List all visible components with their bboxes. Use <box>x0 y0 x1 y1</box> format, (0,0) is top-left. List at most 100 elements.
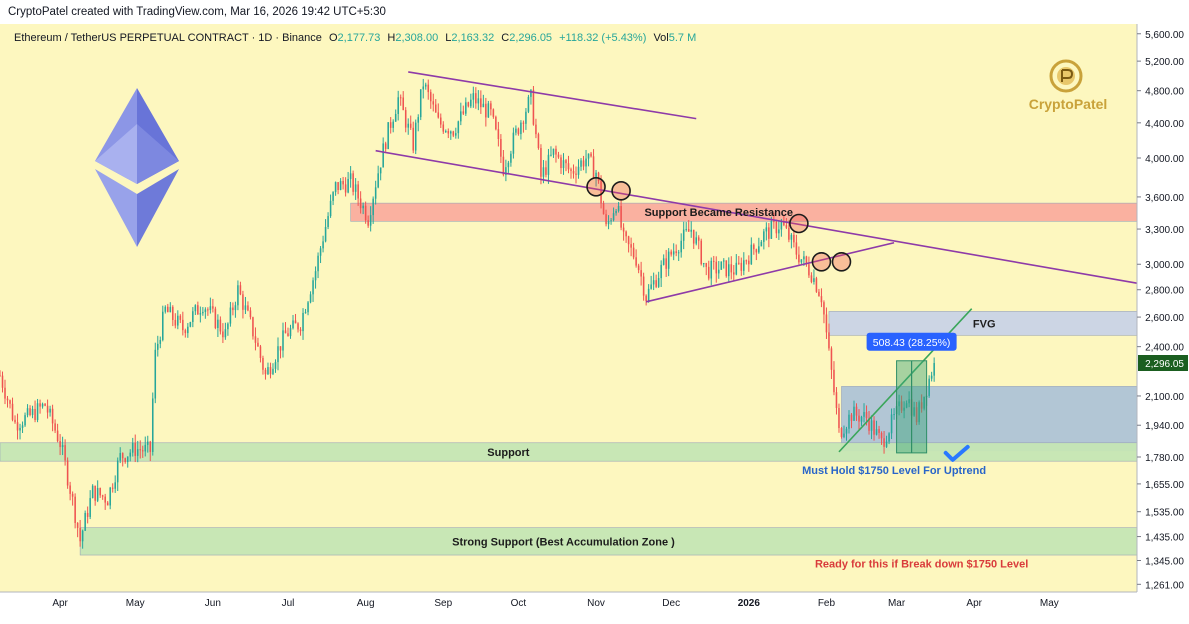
candle-down <box>665 258 667 269</box>
candle-up <box>302 312 304 332</box>
price-axis-background <box>1137 24 1189 624</box>
candle-down <box>537 134 540 149</box>
candle-up <box>372 198 374 216</box>
candle-down <box>242 294 244 310</box>
candle-up <box>550 154 552 156</box>
x-tick-label: Apr <box>966 598 982 609</box>
price-chart[interactable]: 508.43 (28.25%) Support Became Resistance… <box>0 24 1189 624</box>
candle-up <box>765 227 768 232</box>
candle-up <box>362 205 364 209</box>
candles-layer <box>0 78 935 549</box>
candle-up <box>304 312 307 314</box>
candle-down <box>575 173 577 175</box>
candle-down <box>878 429 880 433</box>
candle-down <box>1 375 4 388</box>
candle-down <box>442 124 445 132</box>
y-tick-label: 4,800.00 <box>1145 87 1184 98</box>
breakdown-annotation: Ready for this if Break down $1750 Level <box>815 558 1028 570</box>
time-axis-background <box>0 592 1189 624</box>
y-tick-label: 1,261.00 <box>1145 580 1184 591</box>
candle-up <box>202 311 204 314</box>
candle-down <box>214 308 217 328</box>
candle-up <box>562 160 565 169</box>
candle-up <box>407 123 409 128</box>
candle-down <box>655 280 657 287</box>
candle-up <box>552 148 555 155</box>
candle-down <box>783 221 785 226</box>
candle-down <box>264 369 267 375</box>
candle-up <box>913 407 915 416</box>
candle-up <box>327 216 329 227</box>
candle-down <box>497 129 500 139</box>
candle-down <box>740 262 743 271</box>
uptrend-annotation: Must Hold $1750 Level For Uptrend <box>802 465 986 477</box>
candle-down <box>828 332 830 349</box>
candle-up <box>515 128 517 133</box>
candle-up <box>199 313 202 315</box>
candle-up <box>845 428 848 434</box>
candle-down <box>900 401 903 411</box>
candle-up <box>354 184 357 192</box>
candle-down <box>838 407 840 429</box>
candle-up <box>417 117 420 123</box>
candle-up <box>292 320 294 329</box>
candle-up <box>685 229 687 231</box>
candle-down <box>294 320 297 324</box>
candle-down <box>805 256 808 265</box>
high-value: 2,308.00 <box>395 32 438 44</box>
candle-down <box>840 428 843 437</box>
candle-up <box>194 305 197 312</box>
candle-down <box>535 124 537 135</box>
y-tick-label: 3,300.00 <box>1145 225 1184 236</box>
candle-up <box>672 251 675 255</box>
candle-down <box>299 329 302 332</box>
candle-down <box>101 495 104 497</box>
trendline <box>408 71 697 120</box>
candle-up <box>660 264 662 279</box>
candle-down <box>212 306 214 309</box>
x-tick-label: Dec <box>662 598 680 609</box>
candle-up <box>21 425 24 428</box>
candle-up <box>267 367 269 375</box>
candle-down <box>427 84 430 93</box>
candle-down <box>357 184 359 199</box>
candle-up <box>81 530 84 542</box>
range-zone <box>841 386 1138 452</box>
close-label: C <box>501 32 509 44</box>
candle-down <box>730 264 733 273</box>
y-tick-label: 5,600.00 <box>1145 30 1184 41</box>
candle-down <box>172 306 174 320</box>
candle-up <box>577 166 580 175</box>
candle-down <box>34 408 36 420</box>
candle-up <box>690 229 692 232</box>
candle-up <box>695 237 698 244</box>
candle-up <box>31 408 34 415</box>
candle-down <box>850 414 853 421</box>
candle-up <box>893 414 895 416</box>
candle-down <box>715 261 718 274</box>
candle-up <box>26 408 29 416</box>
candle-up <box>610 220 612 222</box>
plot-background[interactable] <box>0 24 1137 592</box>
candle-down <box>6 398 9 401</box>
x-tick-label: Nov <box>587 598 605 609</box>
candle-up <box>272 368 274 375</box>
candle-up <box>307 302 309 313</box>
y-tick-label: 4,000.00 <box>1145 154 1184 165</box>
candle-up <box>875 429 878 435</box>
candle-down <box>490 103 492 110</box>
candle-up <box>334 182 337 193</box>
candle-up <box>652 280 655 285</box>
watermark-text: CryptoPatel <box>1029 96 1108 112</box>
candle-down <box>640 270 642 277</box>
y-tick-label: 1,655.00 <box>1145 480 1184 491</box>
candle-up <box>227 323 229 330</box>
candle-up <box>860 416 863 422</box>
y-tick-label: 3,600.00 <box>1145 193 1184 204</box>
candle-down <box>627 236 630 245</box>
candle-up <box>778 229 780 234</box>
candle-up <box>650 284 652 289</box>
overlay-layer: 508.43 (28.25%) Support Became Resistance… <box>375 71 1138 570</box>
candle-down <box>687 229 690 232</box>
candle-up <box>309 294 312 303</box>
